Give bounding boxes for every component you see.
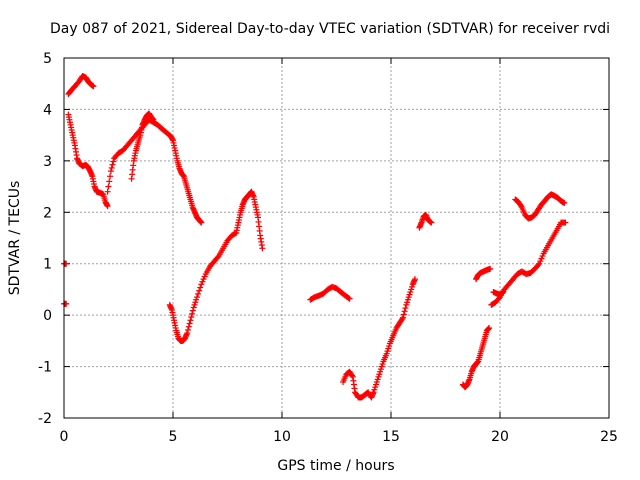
data-point xyxy=(189,310,196,317)
y-tick-label: 0 xyxy=(43,308,52,324)
data-point xyxy=(104,203,111,210)
data-point xyxy=(187,317,194,324)
data-point xyxy=(399,314,406,321)
data-point xyxy=(189,307,196,314)
data-point xyxy=(486,325,493,331)
data-point xyxy=(487,265,494,272)
x-tick-label: 25 xyxy=(600,429,618,445)
y-axis-label: SDTVAR / TECUs xyxy=(7,181,23,296)
data-point xyxy=(107,168,114,175)
y-tick-label: 5 xyxy=(43,51,52,67)
data-point xyxy=(186,320,193,327)
data-point xyxy=(346,295,353,302)
y-tick-label: 2 xyxy=(43,205,52,221)
data-point xyxy=(109,161,116,168)
data-point xyxy=(499,289,506,296)
data-point xyxy=(193,294,200,301)
data-point xyxy=(259,245,266,252)
y-tick-label: -1 xyxy=(38,360,52,376)
x-tick-label: 5 xyxy=(169,429,178,445)
data-point xyxy=(561,200,568,207)
plot-frame xyxy=(63,57,610,419)
y-tick-label: 1 xyxy=(43,257,52,273)
data-point xyxy=(108,164,115,171)
data-point xyxy=(185,323,192,330)
data-points xyxy=(61,73,569,401)
x-tick-label: 10 xyxy=(273,429,291,445)
data-point xyxy=(110,158,117,165)
data-point xyxy=(535,262,542,268)
data-point xyxy=(232,230,239,237)
data-point xyxy=(90,83,97,90)
data-point xyxy=(402,305,409,312)
data-point xyxy=(195,290,202,297)
data-point xyxy=(401,308,408,315)
ticks-layer: 0 5 10 15 20 25 -2 -1 0 1 2 3 4 5 xyxy=(38,51,618,445)
data-point xyxy=(562,219,569,226)
data-point xyxy=(188,314,195,321)
data-point xyxy=(150,116,157,123)
data-point xyxy=(107,173,114,180)
data-point xyxy=(399,316,406,322)
data-point xyxy=(400,311,407,318)
data-point xyxy=(89,82,96,89)
x-tick-label: 15 xyxy=(382,429,400,445)
y-tick-label: -2 xyxy=(38,411,52,427)
data-point xyxy=(105,183,112,190)
data-point xyxy=(345,294,352,301)
data-point xyxy=(184,326,191,333)
chart-title: Day 087 of 2021, Sidereal Day-to-day VTE… xyxy=(50,21,610,37)
data-point xyxy=(428,219,435,226)
data-point xyxy=(104,188,111,195)
grid-layer xyxy=(64,58,609,418)
y-tick-label: 4 xyxy=(43,102,52,118)
data-point xyxy=(106,178,113,185)
data-point xyxy=(184,330,191,337)
y-tick-label: 3 xyxy=(43,154,52,170)
x-tick-label: 20 xyxy=(491,429,509,445)
data-point xyxy=(198,219,205,226)
data-point xyxy=(349,372,356,379)
data-point xyxy=(427,218,434,225)
x-tick-label: 0 xyxy=(60,429,69,445)
data-point xyxy=(500,289,507,295)
data-point xyxy=(214,254,221,261)
data-point xyxy=(196,287,203,294)
x-axis-label: GPS time / hours xyxy=(277,458,394,474)
data-point xyxy=(197,284,204,291)
data-point xyxy=(411,276,418,283)
data-point xyxy=(517,202,524,209)
